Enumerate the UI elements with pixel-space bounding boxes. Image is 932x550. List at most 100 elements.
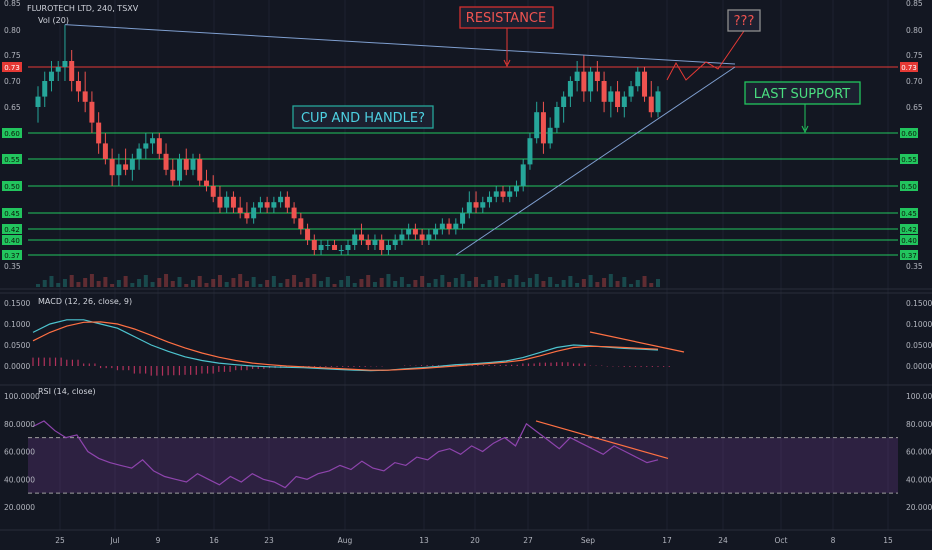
y-tick-label: 0.65	[4, 103, 21, 112]
candle	[648, 96, 654, 113]
volume-bar	[292, 275, 297, 287]
price-tag-label: 0.40	[4, 237, 20, 245]
price-tag	[900, 154, 918, 164]
y-tick-label: 0.80	[906, 26, 923, 35]
candle	[473, 202, 479, 208]
rsi-divergence-line	[535, 420, 669, 460]
x-tick-label: 15	[883, 536, 893, 545]
candle	[183, 159, 189, 170]
candle	[365, 240, 371, 245]
macd-line	[32, 319, 659, 372]
candle	[237, 207, 243, 213]
volume-bar	[460, 274, 465, 287]
volume-bar	[527, 278, 532, 287]
macd-tick-label: 0.1500	[906, 299, 932, 308]
volume-bar	[83, 278, 88, 287]
price-tag	[2, 62, 22, 72]
price-tag	[2, 224, 22, 234]
x-tick-label: 13	[419, 536, 429, 545]
candle	[500, 191, 506, 197]
candle	[635, 71, 641, 87]
volume-bar	[325, 277, 330, 287]
projected-path	[666, 30, 745, 81]
volume-bar	[635, 280, 640, 287]
rsi-tick-label: 40.0000	[4, 475, 35, 484]
x-tick-label: 25	[55, 536, 65, 545]
volume-bar	[615, 281, 620, 287]
volume-bar	[494, 276, 499, 287]
candle	[42, 81, 48, 97]
candle	[251, 207, 257, 219]
volume-bar	[123, 276, 128, 287]
x-tick-label: Sep	[581, 536, 595, 545]
candle	[150, 138, 156, 144]
volume-bar	[393, 281, 398, 287]
volume-bar	[271, 276, 276, 287]
volume-bar	[150, 282, 155, 287]
macd-tick-label: 0.0000	[906, 362, 932, 371]
volume-bar	[467, 281, 472, 287]
candle	[257, 202, 263, 208]
x-tick-label: 24	[718, 536, 728, 545]
rsi-line	[32, 420, 659, 489]
trendline-support	[455, 66, 736, 256]
candle	[311, 240, 317, 250]
candle	[318, 245, 324, 250]
symbol-header[interactable]: FLUROTECH LTD, 240, TSXV	[27, 4, 139, 13]
volume-bar	[608, 274, 613, 287]
price-tag	[900, 224, 918, 234]
y-tick-label: 0.35	[906, 262, 923, 271]
volume-bar	[595, 282, 600, 287]
x-tick-label: 8	[831, 536, 836, 545]
candle	[621, 96, 627, 107]
candle	[224, 196, 230, 208]
rsi-band	[28, 437, 898, 494]
rsi-tick-label: 20.0000	[906, 503, 932, 512]
volume-bar	[588, 275, 593, 287]
rsi-tick-label: 40.0000	[906, 475, 932, 484]
resistance-callout: RESISTANCE	[466, 11, 546, 26]
candle	[433, 229, 439, 235]
candle	[55, 67, 61, 72]
volume-bar	[96, 281, 101, 287]
candle	[291, 207, 297, 219]
volume-bar	[170, 281, 175, 287]
volume-bar	[177, 277, 182, 287]
cup-handle-callout: CUP AND HANDLE?	[301, 111, 425, 126]
macd-header[interactable]: MACD (12, 26, close, 9)	[38, 297, 132, 306]
volume-bar	[433, 279, 438, 287]
signal-line	[32, 321, 659, 371]
candle	[453, 223, 459, 229]
price-tag-label: 0.45	[4, 210, 20, 218]
volume-bar	[217, 275, 222, 287]
volume-bar	[521, 282, 526, 287]
volume-header[interactable]: Vol (20)	[38, 16, 69, 25]
candle	[513, 186, 519, 192]
x-tick-label: 23	[264, 536, 274, 545]
volume-bar	[379, 278, 384, 287]
y-tick-label: 0.85	[906, 0, 923, 8]
volume-bar	[211, 279, 216, 287]
candle	[372, 240, 378, 245]
price-tag	[2, 154, 22, 164]
volume-bar	[561, 280, 566, 287]
arrow-head	[503, 59, 511, 68]
volume-bar	[656, 279, 660, 287]
volume-bar	[406, 284, 411, 287]
price-tag-label: 0.50	[4, 183, 20, 191]
candle	[75, 81, 81, 92]
volume-bar	[191, 280, 195, 287]
volume-bar	[184, 284, 189, 287]
x-tick-label: 16	[209, 536, 219, 545]
x-tick-label: 9	[156, 536, 161, 545]
candle	[520, 164, 526, 186]
volume-bar	[244, 281, 249, 287]
macd-divergence-line	[589, 331, 685, 353]
price-tag-label: 0.42	[4, 226, 20, 234]
candle	[439, 223, 445, 229]
volume-bar	[426, 283, 431, 287]
rsi-header[interactable]: RSI (14, close)	[38, 387, 96, 396]
volume-bar	[507, 279, 512, 287]
price-tag-label: 0.40	[901, 237, 917, 245]
